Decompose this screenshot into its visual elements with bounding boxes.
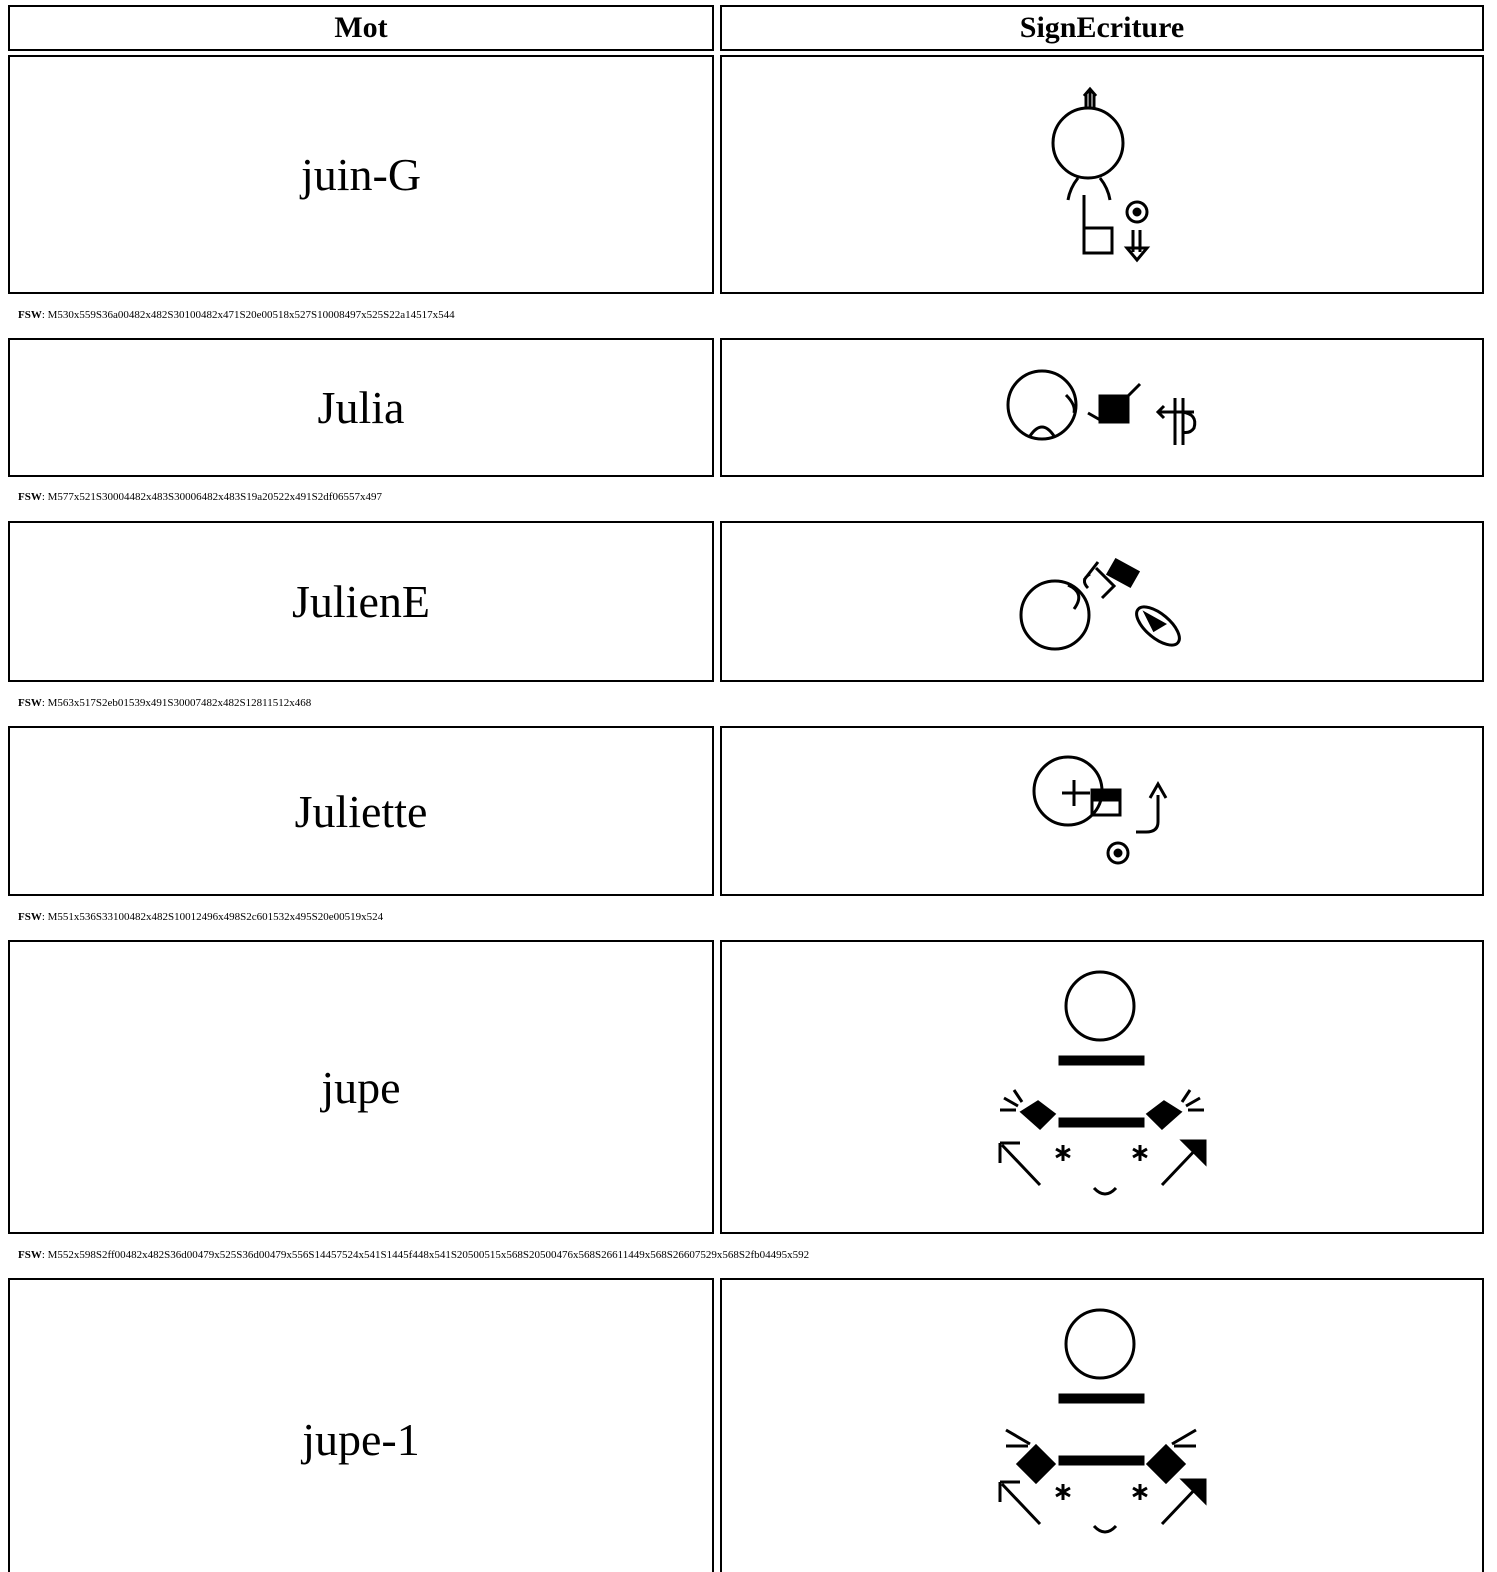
fsw-text: : xyxy=(41,309,48,321)
glyph xyxy=(998,970,1207,1196)
glyph xyxy=(1032,755,1168,865)
fsw-text: FSW xyxy=(18,1249,42,1261)
sign-cell xyxy=(720,55,1484,294)
fsw-text: : xyxy=(41,911,48,923)
fsw-line: FSW: M530x559S36a00482x482S30100482x471S… xyxy=(18,309,455,321)
fsw-text: M530x559S36a00482x482S30100482x471S20e00… xyxy=(47,309,455,321)
fsw-text: FSW xyxy=(18,911,42,923)
fsw-text: : xyxy=(41,697,48,709)
word-cell: jupe xyxy=(8,940,714,1234)
fsw-text: M551x536S33100482x482S10012496x498S2c601… xyxy=(47,911,384,923)
glyph xyxy=(1051,86,1151,263)
fsw-text: : xyxy=(41,1249,48,1261)
header-cell: SignEcriture xyxy=(720,5,1484,51)
sign-cell xyxy=(720,521,1484,682)
fsw-line: FSW: M552x598S2ff00482x482S36d00479x525S… xyxy=(18,1249,809,1261)
sign-cell xyxy=(720,338,1484,477)
sign-cell xyxy=(720,726,1484,896)
fsw-line: FSW: M551x536S33100482x482S10012496x498S… xyxy=(18,911,383,923)
fsw-text: M577x521S30004482x483S30006482x483S19a20… xyxy=(47,491,382,503)
sign-cell xyxy=(720,940,1484,1234)
glyph xyxy=(1019,557,1181,651)
glyph xyxy=(998,1308,1207,1534)
fsw-text: FSW xyxy=(18,491,42,503)
fsw-line: FSW: M563x517S2eb01539x491S30007482x482S… xyxy=(18,697,311,709)
fsw-text: : xyxy=(41,491,48,503)
sign-cell xyxy=(720,1278,1484,1572)
fsw-text: FSW xyxy=(18,309,42,321)
fsw-line: FSW: M577x521S30004482x483S30006482x483S… xyxy=(18,491,382,503)
glyph xyxy=(1006,369,1197,445)
word-cell: juin-G xyxy=(8,55,714,294)
word-cell: Julia xyxy=(8,338,714,477)
word-cell: jupe-1 xyxy=(8,1278,714,1572)
word-cell: Juliette xyxy=(8,726,714,896)
fsw-text: FSW xyxy=(18,697,42,709)
header-cell: Mot xyxy=(8,5,714,51)
fsw-text: M552x598S2ff00482x482S36d00479x525S36d00… xyxy=(47,1249,810,1261)
fsw-text: M563x517S2eb01539x491S30007482x482S12811… xyxy=(47,697,312,709)
word-cell: JulienE xyxy=(8,521,714,682)
